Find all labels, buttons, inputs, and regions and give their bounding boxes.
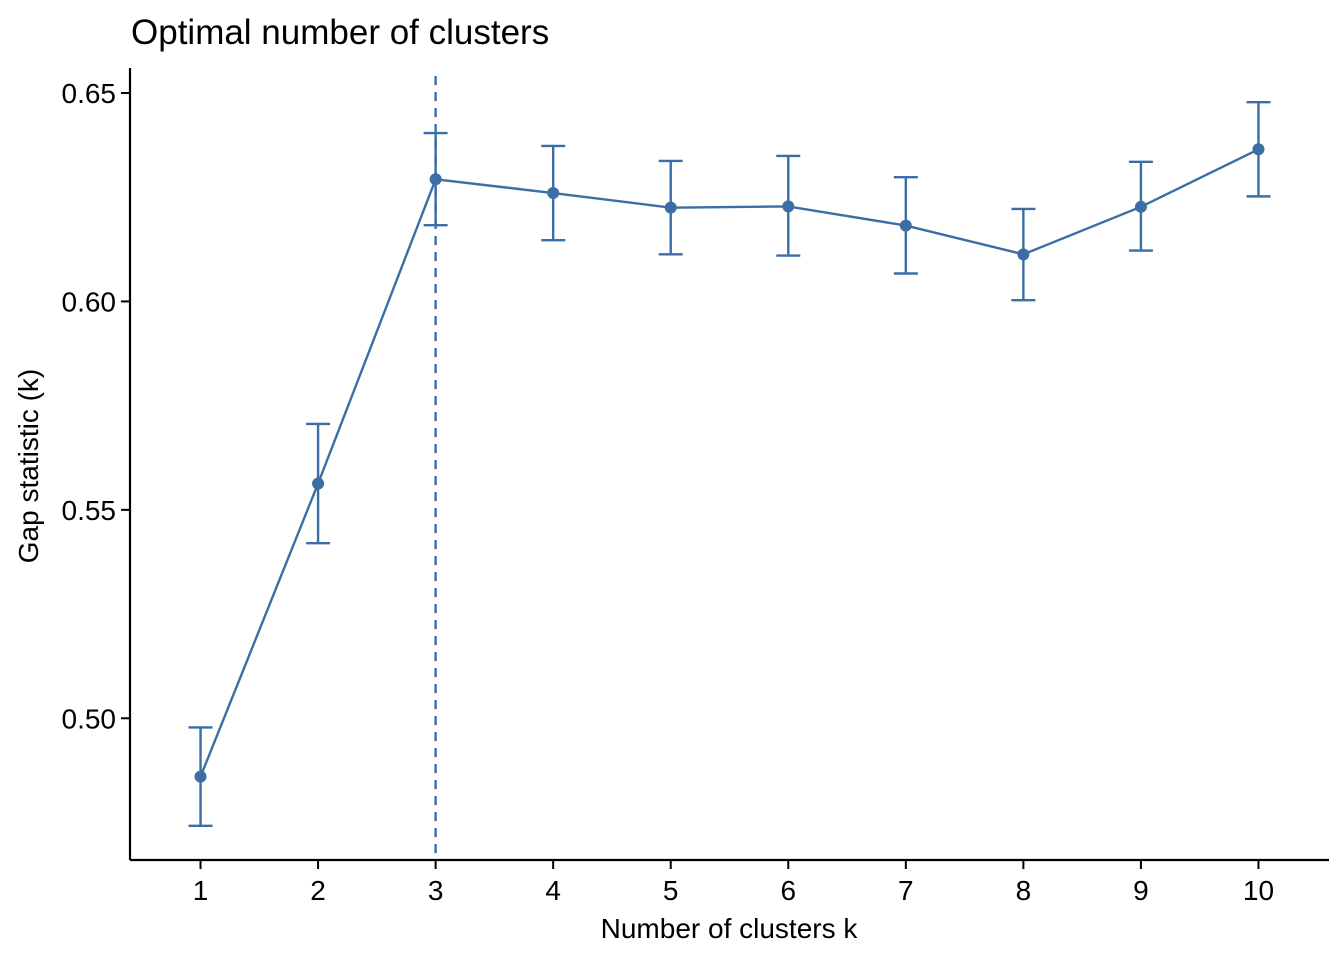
x-tick-label: 2 bbox=[310, 875, 326, 906]
y-axis-ticks: 0.50 0.55 0.60 0.65 bbox=[62, 78, 130, 734]
data-point bbox=[312, 477, 325, 490]
x-tick-label: 1 bbox=[193, 875, 209, 906]
x-tick-label: 5 bbox=[663, 875, 679, 906]
x-axis-ticks: 1 2 3 4 5 6 7 8 9 10 bbox=[193, 860, 1274, 906]
data-point bbox=[1134, 200, 1147, 213]
x-tick-label: 9 bbox=[1133, 875, 1149, 906]
series-line bbox=[199, 148, 1259, 778]
x-tick-label: 6 bbox=[780, 875, 796, 906]
data-point bbox=[194, 770, 207, 783]
x-tick-label: 8 bbox=[1016, 875, 1032, 906]
x-tick-label: 10 bbox=[1243, 875, 1274, 906]
x-axis-title: Number of clusters k bbox=[601, 913, 859, 944]
data-point bbox=[547, 187, 560, 200]
data-point bbox=[1252, 143, 1265, 156]
data-point bbox=[899, 219, 912, 232]
data-point bbox=[1017, 248, 1030, 261]
y-tick-label: 0.55 bbox=[62, 495, 117, 526]
y-tick-label: 0.60 bbox=[62, 286, 117, 317]
y-axis-title: Gap statistic (k) bbox=[13, 369, 44, 563]
y-tick-label: 0.65 bbox=[62, 78, 117, 109]
data-point bbox=[782, 200, 795, 213]
chart-title: Optimal number of clusters bbox=[131, 13, 549, 52]
plot-area bbox=[188, 76, 1271, 860]
y-tick-label: 0.50 bbox=[62, 703, 117, 734]
x-tick-label: 7 bbox=[898, 875, 914, 906]
x-tick-label: 4 bbox=[545, 875, 561, 906]
data-point bbox=[429, 173, 442, 186]
data-point bbox=[664, 201, 677, 214]
x-tick-label: 3 bbox=[428, 875, 444, 906]
